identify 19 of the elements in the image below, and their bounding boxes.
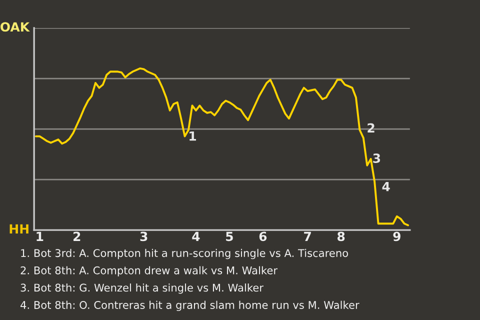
text: 1. Bot 3rd: A. Compton hit a run-scoring single vs A. Tiscareno xyxy=(21,248,348,260)
x-tick-label: 8 xyxy=(337,232,345,242)
x-tick-label: 3 xyxy=(140,232,148,242)
x-tick-label: 4 xyxy=(192,232,200,241)
x-tick-label: 5 xyxy=(226,232,233,242)
x-tick-label: 6 xyxy=(259,232,267,242)
text: 2. Bot 8th: A. Compton drew a walk vs M. Walker xyxy=(20,266,278,276)
text: OAK xyxy=(0,22,30,32)
annotation: 2 xyxy=(368,123,374,132)
x-tick-label: 7 xyxy=(304,232,311,241)
annotation: 4 xyxy=(382,182,390,192)
x-tick-label: 9 xyxy=(393,232,400,242)
annotation: 3 xyxy=(373,154,380,163)
text: 4. Bot 8th: O. Contreras hit a grand slam home run vs M. Walker xyxy=(20,300,360,312)
x-tick-label: 1 xyxy=(36,232,44,241)
text: HH xyxy=(10,224,28,234)
annotation: 1 xyxy=(190,131,196,141)
x-tick-label: 2 xyxy=(74,232,80,241)
text: 3. Bot 8th: G. Wenzel hit a single vs M. Walker xyxy=(20,283,264,294)
